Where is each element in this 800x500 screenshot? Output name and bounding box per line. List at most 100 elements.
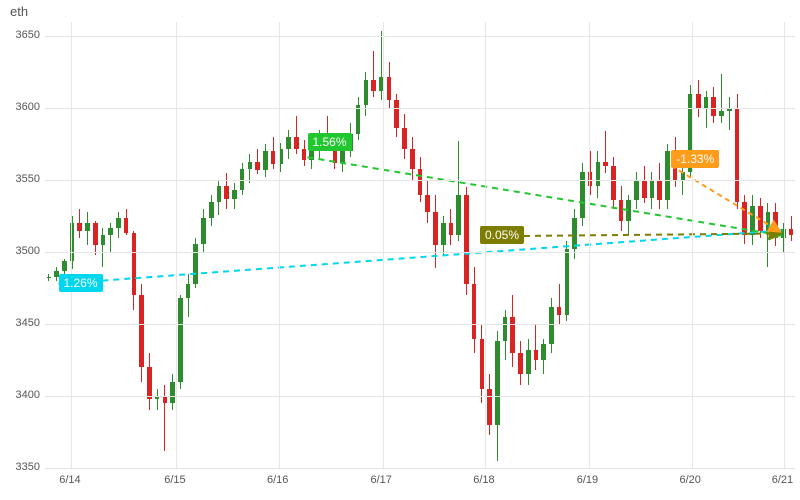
candle-body bbox=[193, 244, 198, 284]
grid-line-v bbox=[784, 22, 785, 468]
candle-body bbox=[719, 111, 724, 115]
candle-body bbox=[572, 218, 577, 250]
candle-body bbox=[696, 94, 701, 108]
candle-body bbox=[85, 223, 90, 230]
candle-body bbox=[634, 180, 639, 200]
candle-body bbox=[271, 151, 276, 164]
candle-body bbox=[642, 180, 647, 197]
candle-body bbox=[704, 97, 709, 109]
candle-body bbox=[116, 218, 121, 228]
candle-body bbox=[425, 195, 430, 212]
candle-body bbox=[340, 151, 345, 163]
grid-line-v bbox=[71, 22, 72, 468]
candle-wick bbox=[249, 154, 250, 183]
candle-body bbox=[418, 169, 423, 195]
y-axis-tick-label: 3550 bbox=[16, 173, 40, 185]
trend-annotation: 1.56% bbox=[308, 133, 352, 151]
chart-title: eth bbox=[10, 4, 28, 19]
candle-body bbox=[309, 151, 314, 160]
candle-body bbox=[147, 367, 152, 399]
y-axis-tick-label: 3500 bbox=[16, 245, 40, 257]
candle-body bbox=[132, 233, 137, 295]
candle-body bbox=[596, 162, 601, 186]
candle-wick bbox=[102, 228, 103, 267]
candle-body bbox=[711, 97, 716, 116]
candle-body bbox=[286, 137, 291, 149]
grid-line-h bbox=[45, 180, 795, 181]
grid-line-v bbox=[692, 22, 693, 468]
grid-line-h bbox=[45, 36, 795, 37]
candle-body bbox=[518, 353, 523, 375]
candle-body bbox=[626, 200, 631, 220]
candle-body bbox=[441, 223, 446, 245]
candle-body bbox=[217, 186, 222, 202]
candle-body bbox=[603, 162, 608, 166]
candle-body bbox=[255, 162, 260, 171]
candle-body bbox=[541, 344, 546, 360]
candle-body bbox=[789, 229, 794, 235]
candle-body bbox=[456, 195, 461, 235]
x-axis-tick-label: 6/16 bbox=[267, 474, 288, 486]
candle-body bbox=[534, 350, 539, 360]
candle-body bbox=[209, 202, 214, 218]
candle-body bbox=[387, 77, 392, 100]
grid-line-v bbox=[485, 22, 486, 468]
candle-body bbox=[302, 149, 307, 161]
candle-body bbox=[681, 172, 686, 181]
candle-body bbox=[201, 218, 206, 244]
candle-body bbox=[580, 172, 585, 218]
candle-body bbox=[503, 317, 508, 341]
candle-body bbox=[178, 298, 183, 381]
candle-body bbox=[557, 307, 562, 316]
candle-body bbox=[410, 149, 415, 169]
candle-body bbox=[650, 180, 655, 197]
candle-body bbox=[371, 80, 376, 92]
trend-annotation: 1.26% bbox=[59, 274, 103, 292]
y-axis-tick-label: 3600 bbox=[16, 101, 40, 113]
candle-body bbox=[449, 223, 454, 235]
grid-line-v bbox=[279, 22, 280, 468]
candle-body bbox=[565, 249, 570, 315]
x-axis-tick-label: 6/18 bbox=[473, 474, 494, 486]
x-axis-tick-label: 6/15 bbox=[164, 474, 185, 486]
x-axis-tick-label: 6/19 bbox=[577, 474, 598, 486]
candle-body bbox=[742, 202, 747, 235]
grid-line-v bbox=[383, 22, 384, 468]
candle-body bbox=[433, 212, 438, 245]
candle-body bbox=[735, 108, 740, 202]
y-axis-tick-label: 3350 bbox=[16, 461, 40, 473]
candle-body bbox=[263, 151, 268, 170]
candle-body bbox=[163, 396, 168, 403]
candle-body bbox=[224, 186, 229, 199]
candle-wick bbox=[559, 284, 560, 324]
candle-body bbox=[93, 223, 98, 245]
candle-body bbox=[108, 228, 113, 235]
grid-line-v bbox=[589, 22, 590, 468]
grid-line-h bbox=[45, 252, 795, 253]
candle-wick bbox=[164, 385, 165, 451]
candle-body bbox=[248, 162, 253, 169]
candle-body bbox=[487, 389, 492, 425]
grid-line-h bbox=[45, 396, 795, 397]
x-axis-tick-label: 6/20 bbox=[680, 474, 701, 486]
candle-body bbox=[124, 218, 129, 234]
candle-body bbox=[758, 206, 763, 230]
y-axis-tick-label: 3400 bbox=[16, 389, 40, 401]
candle-body bbox=[472, 284, 477, 339]
x-axis-tick-label: 6/21 bbox=[772, 474, 793, 486]
candle-body bbox=[480, 339, 485, 389]
candle-wick bbox=[535, 324, 536, 370]
candle-body bbox=[356, 105, 361, 134]
trend-annotation: 0.05% bbox=[480, 226, 524, 244]
grid-line-h bbox=[45, 108, 795, 109]
candle-body bbox=[526, 350, 531, 374]
plot-area bbox=[45, 22, 795, 468]
candle-body bbox=[139, 295, 144, 367]
candle-body bbox=[773, 212, 778, 238]
candle-body bbox=[665, 151, 670, 200]
candle-body bbox=[101, 235, 106, 245]
x-axis-tick-label: 6/17 bbox=[371, 474, 392, 486]
candle-body bbox=[47, 277, 52, 278]
candle-body bbox=[364, 80, 369, 106]
candle-wick bbox=[605, 131, 606, 173]
